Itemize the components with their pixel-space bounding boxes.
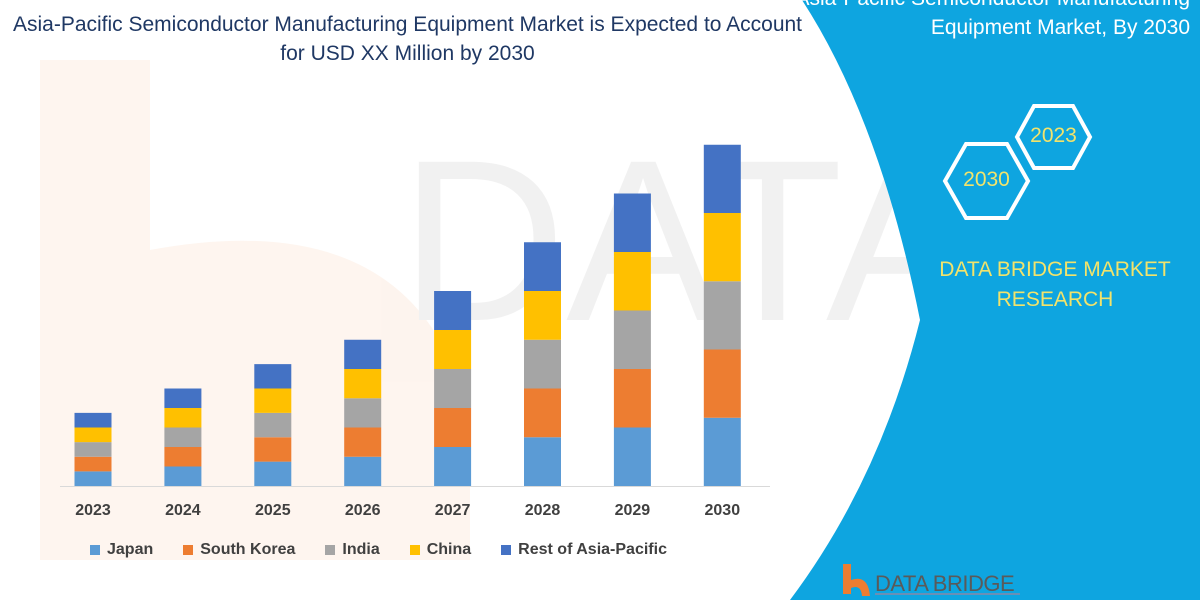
legend-item: China: [409, 541, 472, 559]
bar-2025-rest-of-asia-pacific: [254, 364, 292, 389]
x-tick-label: 2028: [524, 502, 561, 519]
legend-item: Rest of Asia-Pacific: [501, 541, 667, 559]
bar-2028-india: [524, 339, 561, 389]
bar-2026-japan: [344, 456, 382, 486]
legend-swatch: [183, 545, 194, 555]
legend-label: South Korea: [200, 541, 296, 558]
bar-2029-india: [613, 310, 651, 369]
bar-2024-south-korea: [164, 447, 202, 467]
bar-2026-india: [344, 398, 382, 428]
bar-2029-china: [613, 252, 651, 311]
bar-2027-china: [434, 330, 472, 369]
x-tick-label: 2023: [75, 502, 111, 519]
hexagon-2023: [1014, 104, 1093, 170]
x-tick-label: 2029: [614, 502, 651, 519]
bar-2026-rest-of-asia-pacific: [344, 339, 382, 369]
bar-2028-south-korea: [524, 388, 561, 438]
legend-swatch: [90, 545, 100, 555]
legend-item: Japan: [90, 541, 153, 559]
bar-2028-japan: [524, 437, 561, 486]
bar-2027-india: [434, 369, 472, 408]
bar-2026-china: [344, 369, 382, 399]
bar-2030-india: [703, 281, 741, 350]
legend-item: South Korea: [183, 541, 295, 559]
bar-2029-rest-of-asia-pacific: [613, 193, 651, 252]
legend-label: India: [342, 541, 380, 558]
legend-label: Japan: [107, 541, 154, 558]
brand-text: DATA BRIDGE MARKET RESEARCH: [939, 258, 1171, 311]
bar-2024-china: [164, 408, 202, 428]
legend-swatch: [325, 545, 336, 555]
hex-label-2023: 2023: [1030, 124, 1077, 147]
bar-2030-japan: [703, 417, 741, 486]
logo-text: DATA BRIDGE: [875, 571, 1015, 596]
legend-item: India: [325, 541, 380, 559]
bars: [74, 144, 741, 486]
side-panel-title: Asia-Pacific Semiconductor Manufacturing…: [795, 0, 1190, 39]
bar-2025-china: [254, 388, 292, 413]
bar-2023-rest-of-asia-pacific: [74, 412, 112, 428]
legend-label: China: [426, 541, 472, 558]
bar-2027-south-korea: [434, 408, 472, 447]
bar-2030-rest-of-asia-pacific: [703, 144, 741, 213]
legend-label: Rest of Asia-Pacific: [518, 541, 667, 558]
legend-swatch: [501, 545, 512, 555]
bar-2025-india: [254, 412, 292, 438]
bar-2024-rest-of-asia-pacific: [164, 388, 202, 408]
bar-2023-south-korea: [74, 456, 112, 472]
legend-swatch: [409, 545, 420, 555]
hex-label-2030: 2030: [963, 168, 1010, 191]
bar-2024-india: [164, 427, 202, 447]
bar-2023-india: [74, 442, 112, 457]
side-panel: [790, 0, 1200, 600]
bar-2023-china: [74, 427, 112, 443]
hexagon-2030: [942, 142, 1031, 220]
bar-2029-japan: [613, 427, 651, 486]
bar-2026-south-korea: [344, 427, 382, 457]
legend: Japan South Korea India China Rest of Asia-P…: [90, 541, 697, 559]
x-tick-label: 2025: [255, 502, 291, 519]
bar-2024-japan: [164, 466, 202, 486]
logo-icon: [843, 564, 1020, 596]
bar-2028-rest-of-asia-pacific: [524, 242, 561, 291]
x-tick-label: 2024: [165, 502, 201, 519]
bar-2025-south-korea: [254, 437, 292, 462]
bar-2025-japan: [254, 461, 292, 486]
x-tick-label: 2030: [704, 502, 741, 519]
bar-2030-china: [703, 213, 741, 282]
bar-2027-rest-of-asia-pacific: [434, 291, 472, 330]
bar-2027-japan: [434, 447, 472, 486]
bar-2030-south-korea: [703, 349, 741, 418]
bar-2023-japan: [74, 471, 112, 486]
bar-2029-south-korea: [613, 369, 651, 428]
x-tick-label: 2027: [434, 502, 471, 519]
bar-2028-china: [524, 291, 561, 340]
chart-title: Asia-Pacific Semiconductor Manufacturing…: [12, 13, 803, 65]
x-tick-label: 2026: [344, 502, 381, 519]
